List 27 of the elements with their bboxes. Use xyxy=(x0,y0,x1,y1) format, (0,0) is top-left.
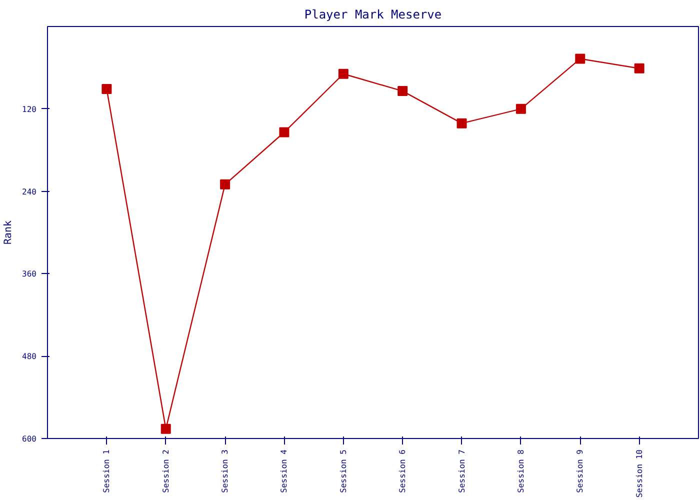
y-tick-label: 480 xyxy=(22,352,37,362)
x-tick-label: Session 10 xyxy=(634,449,644,498)
x-tick-label: Session 1 xyxy=(102,449,112,493)
point xyxy=(102,84,112,94)
chart-title: Player Mark Meserve xyxy=(304,8,442,22)
x-tick-label: Session 2 xyxy=(161,449,170,493)
x-tick-label: Session 5 xyxy=(338,449,348,493)
point xyxy=(220,179,230,190)
point xyxy=(160,424,171,434)
point xyxy=(516,104,526,114)
x-tick-label: Session 3 xyxy=(220,449,230,493)
x-tick-label: Session 4 xyxy=(280,449,289,493)
x-tick-label: Session 6 xyxy=(398,449,408,493)
x-tick-label: Session 8 xyxy=(516,449,526,493)
point xyxy=(398,86,408,96)
point xyxy=(456,118,467,128)
y-tick-label: 240 xyxy=(22,187,37,196)
y-tick-label: 600 xyxy=(22,434,37,444)
point xyxy=(338,68,348,79)
point xyxy=(634,63,644,74)
point xyxy=(575,54,586,64)
y-tick-label: 360 xyxy=(22,270,37,279)
point xyxy=(279,127,290,138)
x-tick-label: Session 9 xyxy=(576,449,585,493)
y-tick-label: 120 xyxy=(22,104,37,114)
x-tick-label: Session 7 xyxy=(457,449,466,493)
y-axis-title: Rank xyxy=(3,220,14,245)
